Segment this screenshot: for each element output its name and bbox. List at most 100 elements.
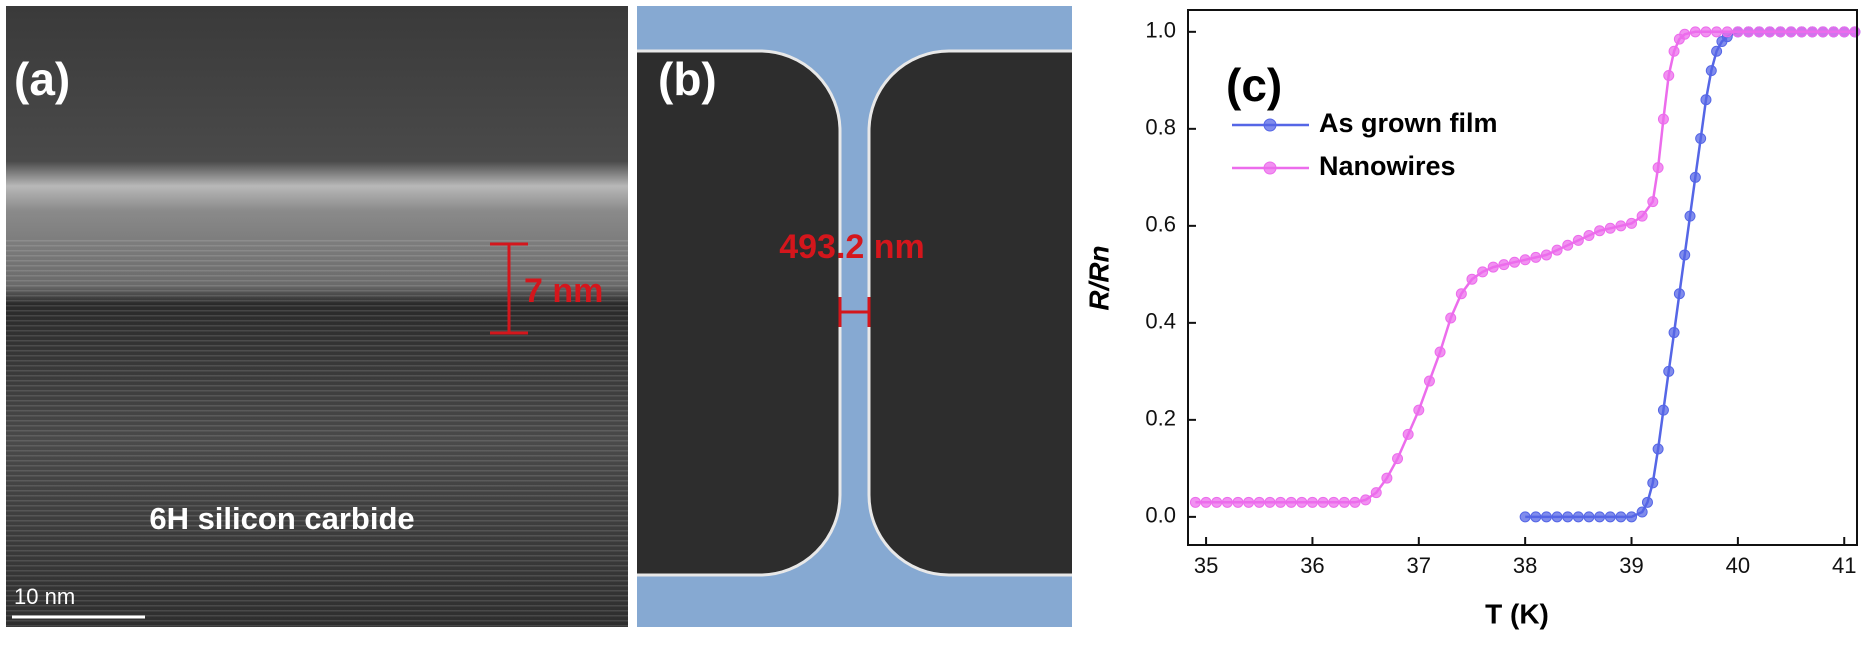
data-point <box>1328 496 1340 508</box>
data-point <box>1636 210 1648 222</box>
plot-frame <box>1187 9 1858 546</box>
data-point <box>1700 94 1712 106</box>
panel-label: (b) <box>658 53 717 105</box>
data-point <box>1381 472 1393 484</box>
data-point <box>1530 511 1542 523</box>
width-label: 493.2 nm <box>779 228 925 266</box>
data-point <box>1221 496 1233 508</box>
lattice-texture <box>6 240 628 627</box>
x-tick-label: 36 <box>1300 553 1324 578</box>
data-point <box>1232 496 1244 508</box>
data-point <box>1562 511 1574 523</box>
data-point <box>1817 26 1829 38</box>
data-point <box>1615 511 1627 523</box>
y-tick-label: 0.2 <box>1145 406 1176 431</box>
y-tick-label: 0.6 <box>1145 212 1176 237</box>
data-point <box>1402 428 1414 440</box>
data-point <box>1679 249 1691 261</box>
data-point <box>1689 171 1701 183</box>
data-point <box>1253 496 1265 508</box>
panel-label: (a) <box>14 53 70 105</box>
data-point <box>1626 217 1638 229</box>
data-point <box>1657 404 1669 416</box>
data-point <box>1487 261 1499 273</box>
data-point <box>1806 26 1818 38</box>
data-point <box>1657 113 1669 125</box>
data-point <box>1785 26 1797 38</box>
x-tick-label: 38 <box>1513 553 1537 578</box>
x-tick-label: 35 <box>1194 553 1218 578</box>
data-point <box>1753 26 1765 38</box>
data-point <box>1445 312 1457 324</box>
panel-a: (a) 7 nm 6H silicon carbide 10 nm <box>6 6 628 627</box>
data-point <box>1572 511 1584 523</box>
data-point <box>1434 346 1446 358</box>
data-point <box>1594 511 1606 523</box>
data-point <box>1594 225 1606 237</box>
data-point <box>1296 496 1308 508</box>
data-point <box>1604 222 1616 234</box>
width-bracket <box>838 297 871 327</box>
thickness-bracket <box>490 242 528 335</box>
data-point <box>1530 251 1542 263</box>
data-point <box>1519 254 1531 266</box>
x-tick-label: 39 <box>1619 553 1643 578</box>
data-point <box>1838 26 1850 38</box>
data-point <box>1626 511 1638 523</box>
data-point <box>1743 26 1755 38</box>
data-point <box>1360 494 1372 506</box>
data-point <box>1684 210 1696 222</box>
data-point <box>1562 239 1574 251</box>
scale-bar-label: 10 nm <box>14 584 75 609</box>
data-point <box>1652 443 1664 455</box>
data-point <box>1636 506 1648 518</box>
y-tick-label: 0.0 <box>1145 503 1176 528</box>
x-axis-label: T (K) <box>1485 598 1549 629</box>
data-point <box>1413 404 1425 416</box>
data-point <box>1583 230 1595 242</box>
data-point <box>1349 496 1361 508</box>
data-point <box>1509 256 1521 268</box>
data-point <box>1615 220 1627 232</box>
panel-b: (b) 493.2 nm <box>637 6 1072 627</box>
data-point <box>1679 28 1691 40</box>
caption: 6H silicon carbide <box>149 501 414 536</box>
data-point <box>1796 26 1808 38</box>
legend-label: Nanowires <box>1319 151 1456 181</box>
data-point <box>1711 45 1723 57</box>
pad-right <box>867 49 1072 577</box>
data-point <box>1647 477 1659 489</box>
data-point <box>1306 496 1318 508</box>
data-point <box>1663 69 1675 81</box>
data-point <box>1189 496 1201 508</box>
data-point <box>1705 65 1717 77</box>
data-point <box>1583 511 1595 523</box>
data-point <box>1317 496 1329 508</box>
legend-marker <box>1263 118 1277 132</box>
y-tick-label: 0.4 <box>1145 309 1176 334</box>
y-tick-label: 0.8 <box>1145 115 1176 140</box>
data-point <box>1243 496 1255 508</box>
panel-c: (c) T (K) R/Rn 35 36 37 38 39 40 41 0.0 0.2 0.4 0.… <box>1083 9 1861 629</box>
data-point <box>1285 496 1297 508</box>
data-point <box>1668 327 1680 339</box>
data-point <box>1466 273 1478 285</box>
data-point <box>1849 26 1861 38</box>
data-point <box>1200 496 1212 508</box>
thickness-label: 7 nm <box>524 272 603 310</box>
data-point <box>1673 288 1685 300</box>
data-point <box>1695 133 1707 145</box>
data-point <box>1551 244 1563 256</box>
data-point <box>1551 511 1563 523</box>
data-point <box>1498 259 1510 271</box>
data-point <box>1711 26 1723 38</box>
data-point <box>1264 496 1276 508</box>
y-axis-label: R/Rn <box>1083 245 1114 310</box>
data-point <box>1764 26 1776 38</box>
data-point <box>1604 511 1616 523</box>
y-tick-label: 1.0 <box>1145 18 1176 43</box>
data-point <box>1641 496 1653 508</box>
data-point <box>1540 511 1552 523</box>
